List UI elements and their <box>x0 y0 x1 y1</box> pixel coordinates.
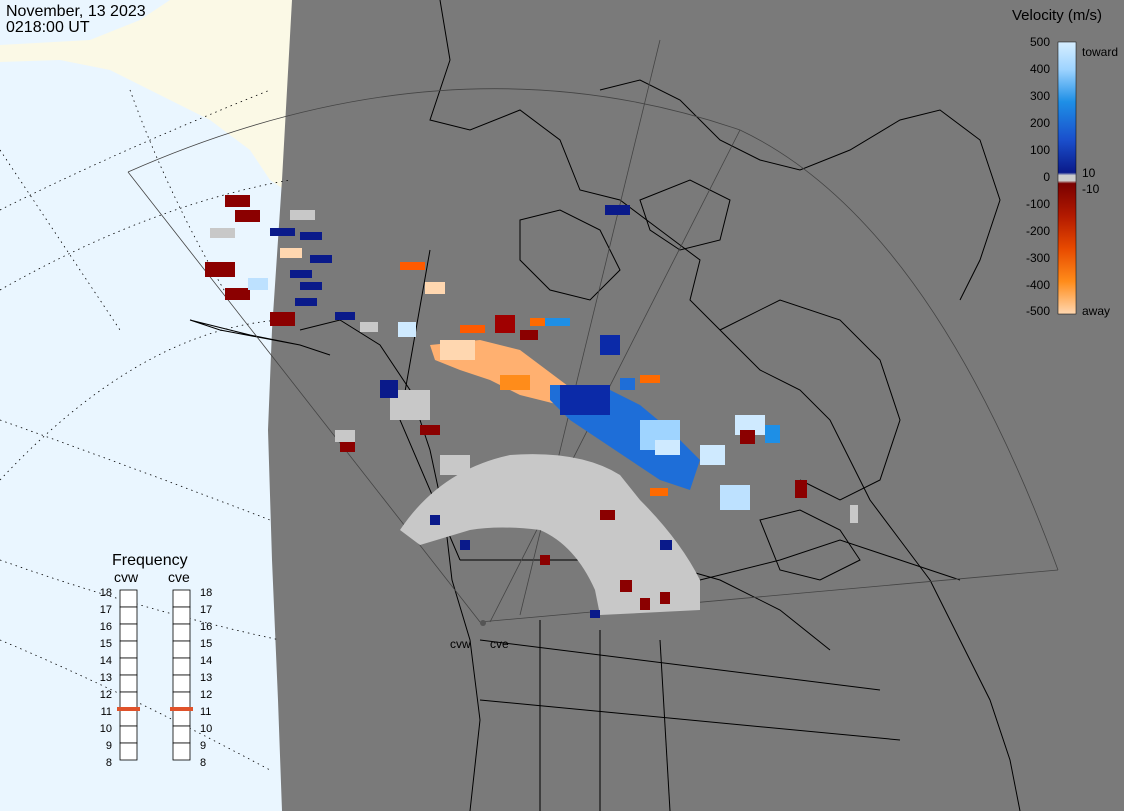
frequency-bars <box>117 589 193 761</box>
colorbar-tick: -200 <box>1026 224 1050 238</box>
frequency-scale-tick: 16 <box>100 621 112 633</box>
frequency-scale-tick: 18 <box>100 587 112 599</box>
colorbar-tick: -100 <box>1026 197 1050 211</box>
frequency-cell-cve <box>172 691 191 710</box>
colorbar-tick: -10 <box>1082 182 1100 196</box>
colorbar-tick: 400 <box>1030 62 1050 76</box>
frequency-radar-cve: cve <box>168 569 190 585</box>
radar-site-marker <box>480 620 486 626</box>
frequency-scale-tick: 18 <box>200 587 212 599</box>
frequency-scale-tick: 13 <box>100 672 112 684</box>
frequency-scale-tick: 11 <box>200 706 211 718</box>
frequency-cell-cvw <box>119 708 138 727</box>
frequency-scale-tick: 11 <box>101 706 112 718</box>
frequency-cell-cve <box>172 640 191 659</box>
frequency-scale-tick: 17 <box>200 604 212 616</box>
colorbar-gradient <box>1057 41 1077 315</box>
frequency-cell-cve <box>172 589 191 608</box>
colorbar-tick: 500 <box>1030 35 1050 49</box>
radar-sites: cvw cve <box>450 620 509 651</box>
frequency-cell-cve <box>172 606 191 625</box>
frequency-scale-tick: 8 <box>200 757 206 769</box>
frequency-scale-tick: 12 <box>100 689 112 701</box>
colorbar-tick: 0 <box>1043 170 1050 184</box>
frequency-scale-tick: 15 <box>200 638 212 650</box>
frequency-cell-cve <box>172 623 191 642</box>
frequency-marker-cve <box>170 707 193 711</box>
away-label: away <box>1082 304 1110 318</box>
colorbar-tick: 300 <box>1030 89 1050 103</box>
frequency-scale-tick: 15 <box>100 638 112 650</box>
frequency-scale-tick: 12 <box>200 689 212 701</box>
frequency-scale-tick: 8 <box>106 757 112 769</box>
land-area <box>268 0 1124 811</box>
frequency-cell-cvw <box>119 691 138 710</box>
frequency-scale-tick: 14 <box>200 655 212 667</box>
ground-scatter-arc <box>400 454 700 615</box>
frequency-cell-cve <box>172 674 191 693</box>
frequency-cell-cvw <box>119 589 138 608</box>
velocity-scatter <box>205 195 858 618</box>
frequency-scale-tick: 17 <box>100 604 112 616</box>
frequency-panel: Frequency cvw cve 18 17 16 15 14 13 12 1… <box>100 552 213 769</box>
frequency-cell-cvw <box>119 742 138 761</box>
frequency-cell-cve <box>172 657 191 676</box>
frequency-scale-tick: 9 <box>106 740 112 752</box>
frequency-cell-cve <box>172 708 191 727</box>
frequency-cell-cvw <box>119 725 138 744</box>
frequency-cell-cvw <box>119 606 138 625</box>
frequency-scale-tick: 14 <box>100 655 112 667</box>
radar-label-cve: cve <box>490 637 509 651</box>
time-label: 0218:00 UT <box>6 19 90 36</box>
frequency-cell-cvw <box>119 623 138 642</box>
colorbar-ticks: 500 400 300 200 100 10 0 -10 -100 -200 -… <box>1026 35 1100 318</box>
toward-label: toward <box>1082 45 1118 59</box>
colorbar-title: Velocity (m/s) <box>1012 7 1102 24</box>
colorbar-tick: 100 <box>1030 143 1050 157</box>
date-label: November, 13 2023 <box>6 3 146 20</box>
frequency-scale-tick: 10 <box>100 723 112 735</box>
colorbar-tick: -400 <box>1026 278 1050 292</box>
velocity-colorbar: Velocity (m/s) 500 400 300 200 <box>1012 7 1118 318</box>
frequency-cell-cvw <box>119 674 138 693</box>
frequency-scale-left: 18 17 16 15 14 13 12 11 10 9 8 <box>100 587 112 769</box>
frequency-scale-tick: 9 <box>200 740 206 752</box>
frequency-scale-tick: 10 <box>200 723 212 735</box>
colorbar-tick: 10 <box>1082 166 1096 180</box>
frequency-scale-tick: 13 <box>200 672 212 684</box>
frequency-cell-cvw <box>119 640 138 659</box>
frequency-cell-cvw <box>119 657 138 676</box>
ice-area <box>0 0 300 200</box>
frequency-title: Frequency <box>112 552 188 569</box>
colorbar-tick: -300 <box>1026 251 1050 265</box>
frequency-marker-cvw <box>117 707 140 711</box>
colorbar-tick: 200 <box>1030 116 1050 130</box>
radar-label-cvw: cvw <box>450 637 471 651</box>
timestamp: November, 13 2023 0218:00 UT <box>6 3 146 36</box>
frequency-radar-cvw: cvw <box>114 569 139 585</box>
colorbar-tick: -500 <box>1026 304 1050 318</box>
frequency-cell-cve <box>172 742 191 761</box>
frequency-scale-tick: 16 <box>200 621 212 633</box>
frequency-scale-right: 18 17 16 15 14 13 12 11 10 9 8 <box>200 587 212 769</box>
frequency-cell-cve <box>172 725 191 744</box>
